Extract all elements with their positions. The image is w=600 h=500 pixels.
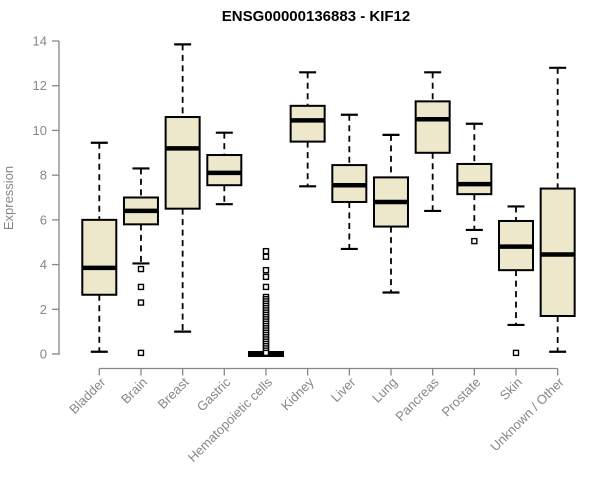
outlier-point [512, 349, 520, 357]
box-lung [372, 133, 409, 294]
y-axis-title: Expression [1, 166, 16, 230]
box-breast [164, 43, 201, 333]
x-tick-label: Skin [497, 375, 525, 403]
y-tick-label: 6 [40, 212, 47, 227]
y-tick-label: 12 [33, 78, 47, 93]
iqr-box [289, 104, 326, 143]
outlier-point [262, 283, 270, 291]
outlier-point [262, 273, 270, 281]
outlier-point [137, 299, 145, 306]
box-brain [122, 167, 159, 357]
outlier-point [262, 253, 270, 260]
x-tick-label: Gastric [194, 374, 234, 414]
x-tick-label: Unknown / Other [487, 374, 567, 454]
y-tick-label: 14 [33, 34, 47, 49]
outlier-point [471, 237, 478, 245]
x-tick-label: Breast [155, 374, 192, 411]
x-tick-label: Brain [118, 375, 150, 407]
y-tick-label: 8 [40, 168, 47, 183]
box-kidney [289, 71, 326, 188]
boxes-layer [81, 43, 576, 357]
outlier-point [137, 349, 145, 357]
box-unknown-other [539, 66, 576, 353]
box-gastric [206, 131, 243, 206]
outlier-point [262, 349, 270, 357]
x-tick-label: Liver [328, 374, 359, 405]
iqr-box [206, 154, 243, 187]
y-tick-label: 0 [40, 347, 47, 362]
box-skin [498, 205, 534, 357]
outlier-point [262, 247, 270, 255]
iqr-box [414, 100, 451, 154]
iqr-box [81, 218, 118, 296]
chart-title: ENSG00000136883 - KIF12 [222, 8, 410, 25]
y-tick-label: 10 [33, 123, 47, 138]
box-bladder [81, 141, 118, 353]
box-hematopoietic-cells [247, 247, 284, 357]
y-tick-label: 2 [40, 302, 47, 317]
y-tick-label: 4 [40, 257, 47, 272]
box-liver [331, 113, 368, 251]
outlier-point [137, 283, 145, 291]
x-tick-label: Pancreas [392, 374, 442, 424]
iqr-box [456, 162, 493, 196]
x-tick-label: Kidney [278, 374, 317, 413]
box-pancreas [414, 71, 451, 213]
x-tick-label: Bladder [66, 374, 109, 417]
x-tick-label: Prostate [439, 375, 484, 420]
outlier-point [262, 266, 270, 274]
outlier-point [137, 265, 145, 273]
iqr-box [164, 116, 201, 210]
x-tick-label: Lung [369, 375, 400, 406]
box-prostate [456, 122, 493, 245]
